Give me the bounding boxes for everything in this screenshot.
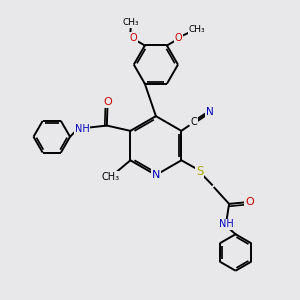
- Text: O: O: [175, 33, 182, 43]
- Text: NH: NH: [75, 124, 89, 134]
- Text: N: N: [152, 170, 160, 180]
- Text: CH₃: CH₃: [102, 172, 120, 182]
- Text: CH₃: CH₃: [122, 18, 139, 27]
- Text: NH: NH: [219, 220, 234, 230]
- Text: O: O: [245, 197, 254, 207]
- Text: S: S: [196, 165, 203, 178]
- Text: C: C: [190, 117, 197, 127]
- Text: N: N: [206, 107, 214, 117]
- Text: CH₃: CH₃: [189, 25, 206, 34]
- Text: O: O: [129, 33, 137, 43]
- Text: O: O: [103, 97, 112, 107]
